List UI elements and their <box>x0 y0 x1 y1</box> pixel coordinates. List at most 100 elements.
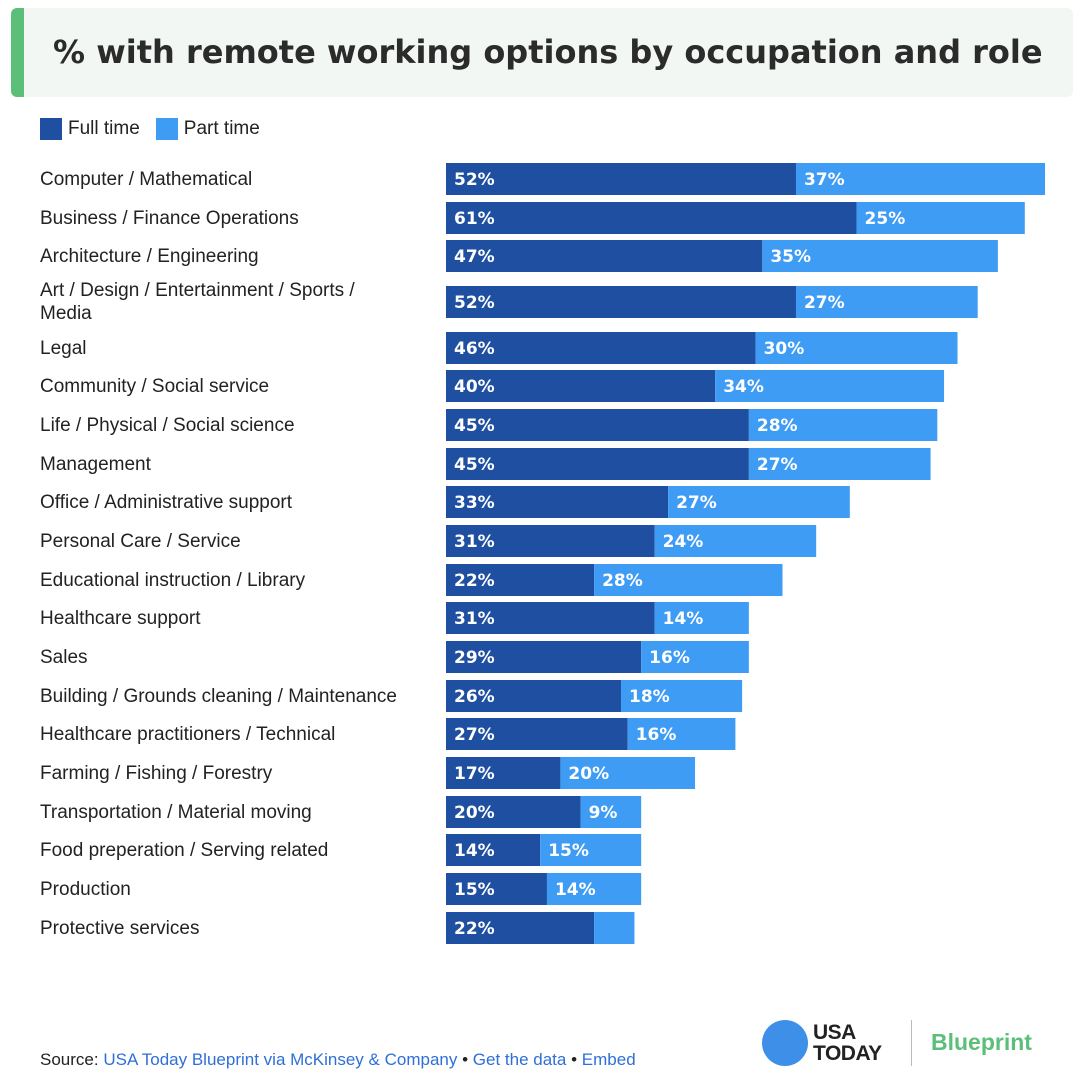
bar-full-time <box>446 718 628 750</box>
legend-item-full-time: Full time <box>40 118 140 140</box>
bar-full-time <box>446 370 716 402</box>
source-footer: Source: USA Today Blueprint via McKinsey… <box>40 1050 636 1070</box>
bar-part-time <box>627 718 736 750</box>
data-label-full-time: 31% <box>454 532 495 552</box>
data-label-full-time: 47% <box>454 247 495 267</box>
blueprint-brand: Blueprint <box>931 1029 1032 1055</box>
legend: Full time Part time <box>40 118 276 140</box>
data-label-full-time: 22% <box>454 571 495 591</box>
data-label-part-time: 15% <box>548 841 589 861</box>
logo-line-1: USA <box>813 1021 856 1044</box>
footer-separator: • <box>462 1050 469 1069</box>
bar-part-time <box>546 873 642 905</box>
bar-part-time <box>620 680 743 712</box>
embed-link[interactable]: Embed <box>581 1050 636 1069</box>
category-label: Transportation / Material moving <box>40 801 312 823</box>
bar-full-time <box>446 163 796 195</box>
data-label-full-time: 46% <box>454 339 495 359</box>
data-label-part-time: 30% <box>764 339 805 359</box>
data-label-part-time: 27% <box>676 493 717 513</box>
bar-full-time <box>446 448 749 480</box>
bar-part-time <box>715 370 945 402</box>
bar-full-time <box>446 834 541 866</box>
data-label-part-time: 27% <box>804 293 845 313</box>
source-label: Source: <box>40 1050 99 1069</box>
data-label-part-time: 9% <box>589 803 618 823</box>
bar-part-time <box>540 834 642 866</box>
data-label-part-time: 14% <box>663 609 704 629</box>
data-label-part-time: 28% <box>602 571 643 591</box>
data-label-full-time: 52% <box>454 170 495 190</box>
bar-part-time <box>560 757 696 789</box>
data-label-full-time: 45% <box>454 455 495 475</box>
data-label-full-time: 33% <box>454 493 495 513</box>
category-label: Life / Physical / Social science <box>40 414 295 436</box>
bar-part-time <box>641 641 749 673</box>
data-label-full-time: 27% <box>454 725 495 745</box>
data-label-full-time: 45% <box>454 416 495 436</box>
data-label-part-time: 24% <box>663 532 704 552</box>
data-label-full-time: 22% <box>454 919 495 939</box>
bar-part-time <box>654 525 817 557</box>
chart-title: % with remote working options by occupat… <box>53 33 1043 71</box>
bar-full-time <box>446 202 857 234</box>
bar-full-time <box>446 525 655 557</box>
data-label-full-time: 17% <box>454 764 495 784</box>
bar-part-time <box>795 163 1045 195</box>
bar-full-time <box>446 912 595 944</box>
legend-swatch-full-time <box>40 118 62 140</box>
bar-part-time <box>755 332 958 364</box>
bar-full-time <box>446 240 763 272</box>
get-data-link[interactable]: Get the data <box>472 1050 567 1069</box>
bar-full-time <box>446 286 796 318</box>
category-label: Educational instruction / Library <box>40 569 306 591</box>
category-label: Production <box>40 878 131 900</box>
bar-part-time <box>748 409 938 441</box>
category-label: Building / Grounds cleaning / Maintenanc… <box>40 685 398 707</box>
data-label-part-time: 20% <box>568 764 609 784</box>
bar-full-time <box>446 873 547 905</box>
data-label-full-time: 31% <box>454 609 495 629</box>
category-label: Sales <box>40 646 88 668</box>
data-label-full-time: 61% <box>454 209 495 229</box>
category-label: Community / Social service <box>40 375 270 397</box>
usa-today-logo-icon <box>762 1020 808 1066</box>
data-label-full-time: 20% <box>454 803 495 823</box>
category-label: Business / Finance Operations <box>40 207 299 229</box>
data-label-part-time: 35% <box>770 247 811 267</box>
usa-today-wordmark: USA TODAY <box>813 1022 882 1064</box>
logo-divider <box>911 1020 912 1066</box>
bar-full-time <box>446 409 749 441</box>
data-label-full-time: 40% <box>454 377 495 397</box>
data-label-part-time: 14% <box>555 880 596 900</box>
data-label-full-time: 29% <box>454 648 495 668</box>
category-label: Architecture / Engineering <box>40 245 259 267</box>
title-banner: % with remote working options by occupat… <box>11 8 1073 97</box>
footer-separator: • <box>571 1050 578 1069</box>
bar-full-time <box>446 680 621 712</box>
category-label: Healthcare practitioners / Technical <box>40 723 336 745</box>
data-label-full-time: 52% <box>454 293 495 313</box>
bar-full-time <box>446 564 595 596</box>
category-label: Legal <box>40 337 87 359</box>
category-label: Computer / Mathematical <box>40 168 253 190</box>
data-label-full-time: 26% <box>454 687 495 707</box>
category-label: Art / Design / Entertainment / Sports / … <box>40 280 355 324</box>
source-link[interactable]: USA Today Blueprint via McKinsey & Compa… <box>103 1050 458 1069</box>
category-label: Personal Care / Service <box>40 530 241 552</box>
category-label: Food preperation / Serving related <box>40 839 329 861</box>
bar-full-time <box>446 332 756 364</box>
category-label: Farming / Fishing / Forestry <box>40 762 273 784</box>
data-label-full-time: 14% <box>454 841 495 861</box>
data-label-part-time: 16% <box>649 648 690 668</box>
bar-part-time <box>594 564 783 596</box>
data-label-full-time: 15% <box>454 880 495 900</box>
bar-full-time <box>446 796 581 828</box>
category-label: Protective services <box>40 917 200 939</box>
legend-swatch-part-time <box>155 118 178 140</box>
bar-part-time <box>795 286 978 318</box>
legend-label-full-time: Full time <box>68 118 140 139</box>
data-label-part-time: 18% <box>629 687 670 707</box>
legend-label-part-time: Part time <box>183 118 260 139</box>
data-label-part-time: 27% <box>757 455 798 475</box>
